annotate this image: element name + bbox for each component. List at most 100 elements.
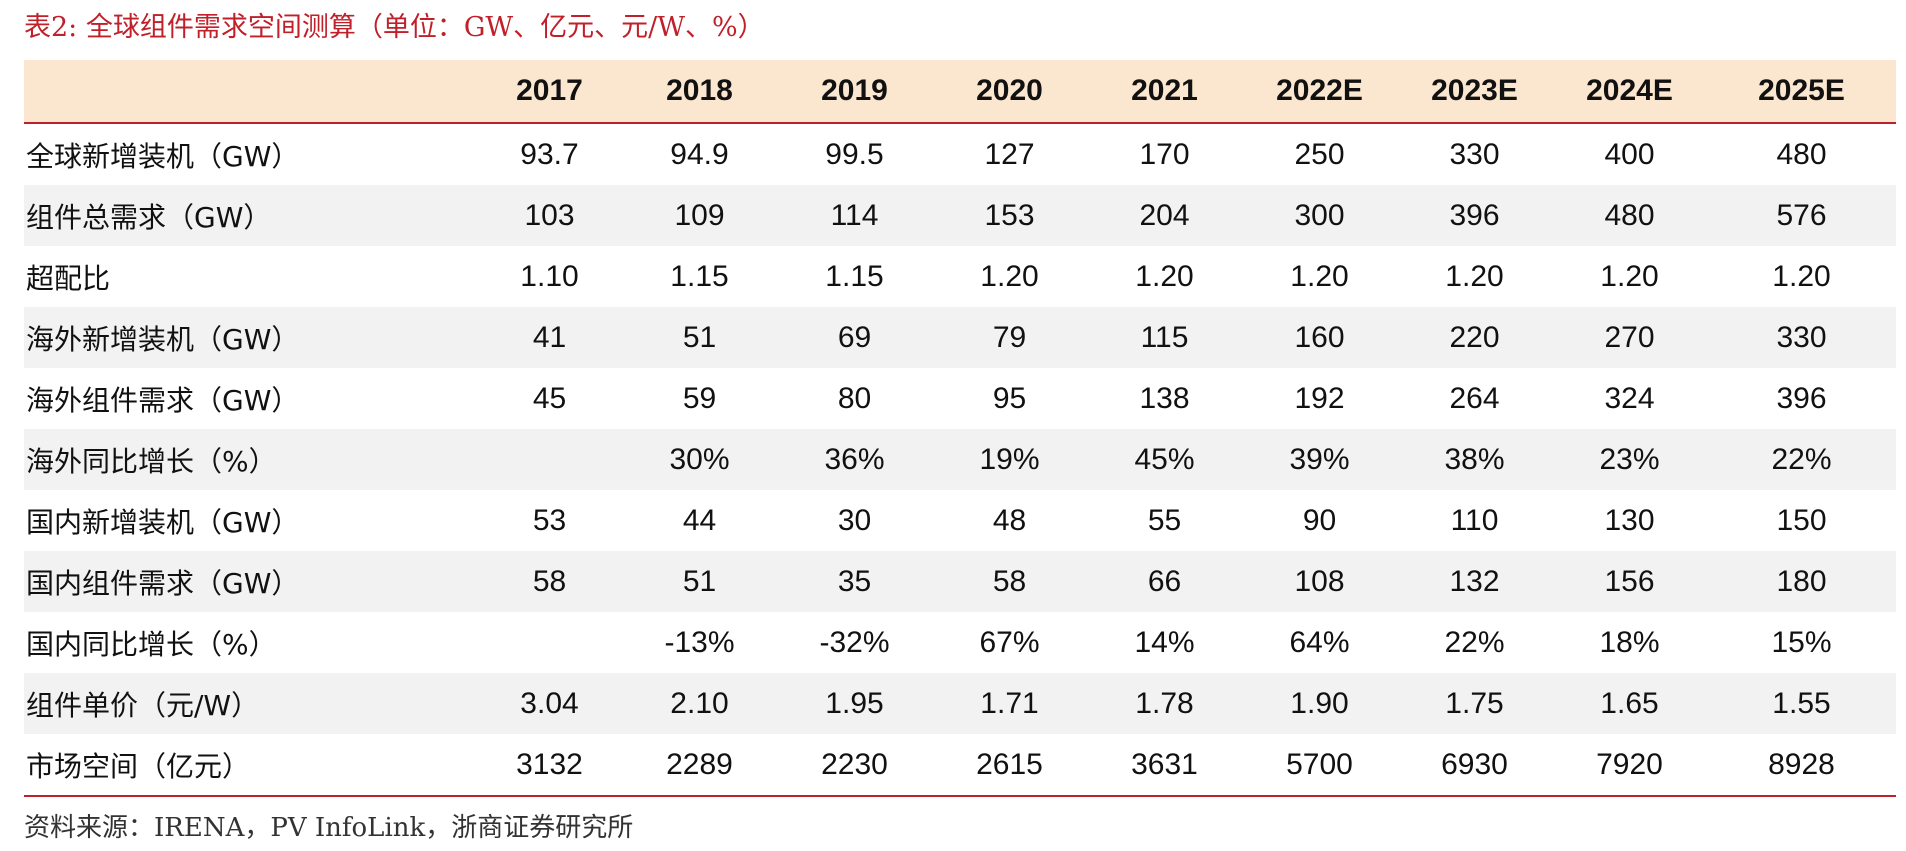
- table-cell: 45: [532, 381, 567, 415]
- table-cell: 79: [932, 307, 1087, 368]
- row-label: 组件总需求（GW）: [24, 185, 477, 246]
- table-cell: 103: [477, 185, 622, 246]
- row-label: 海外组件需求（GW）: [26, 383, 300, 417]
- table-row: 组件总需求（GW） 103 109 114 153 204 300 396 480 576: [24, 185, 1896, 246]
- row-label: 超配比: [26, 261, 111, 295]
- table-cell: 132: [1397, 551, 1552, 612]
- table-cell: 1.65: [1552, 673, 1707, 734]
- table-cell: 150: [1776, 503, 1827, 537]
- table-cell: 330: [1449, 137, 1500, 171]
- table-cell: 67%: [979, 625, 1040, 659]
- table-cell: 1.71: [932, 673, 1087, 734]
- table-cell: 53: [532, 503, 567, 537]
- table-body: 全球新增装机（GW） 93.7 94.9 99.5 127 170 250 330 400 480…: [24, 123, 1896, 797]
- table-cell: 1.90: [1242, 673, 1397, 734]
- row-label: 国内组件需求（GW）: [24, 551, 477, 612]
- table-cell: 99.5: [825, 137, 884, 171]
- table-row: 市场空间（亿元） 3132 2289 2230 2615 3631 5700 6930 7920…: [24, 734, 1896, 797]
- table-cell: 14%: [1134, 625, 1195, 659]
- table-cell: 109: [622, 185, 777, 246]
- table-row: 海外组件需求（GW） 45 59 80 95 138 192 264 324 396: [24, 368, 1896, 429]
- table-cell: 1.55: [1707, 673, 1896, 734]
- table-row: 国内组件需求（GW） 58 51 35 58 66 108 132 156 180: [24, 551, 1896, 612]
- table-cell: 7920: [1552, 734, 1707, 797]
- table-cell: 19%: [932, 429, 1087, 490]
- table-cell: 1.95: [777, 673, 932, 734]
- table-cell: 1.20: [1772, 259, 1831, 293]
- row-label: 全球新增装机（GW）: [26, 139, 300, 173]
- table-cell: 3631: [1087, 734, 1242, 797]
- table-cell: 30%: [622, 429, 777, 490]
- table-cell: 51: [622, 551, 777, 612]
- table-cell: 396: [1397, 185, 1552, 246]
- table-cell: 480: [1552, 185, 1707, 246]
- table-row: 组件单价（元/W） 3.04 2.10 1.95 1.71 1.78 1.90 1.75 1.6…: [24, 673, 1896, 734]
- table-cell: 192: [1294, 381, 1345, 415]
- table-cell: 576: [1707, 185, 1896, 246]
- table-cell: 18%: [1599, 625, 1660, 659]
- row-label: 国内新增装机（GW）: [26, 505, 300, 539]
- table-cell: 48: [992, 503, 1027, 537]
- table-cell: 138: [1139, 381, 1190, 415]
- table-cell: 2615: [932, 734, 1087, 797]
- table-cell: 64%: [1289, 625, 1350, 659]
- table-cell: 396: [1776, 381, 1827, 415]
- table-cell: 130: [1604, 503, 1655, 537]
- table-cell: 3132: [477, 734, 622, 797]
- table-cell: 156: [1552, 551, 1707, 612]
- table-cell: 204: [1087, 185, 1242, 246]
- table-cell: 480: [1776, 137, 1827, 171]
- table-cell: 59: [682, 381, 717, 415]
- table-cell: 94.9: [670, 137, 729, 171]
- header-cell: 2022E: [1242, 60, 1397, 124]
- table-cell: 66: [1087, 551, 1242, 612]
- table-cell: 1.20: [1135, 259, 1194, 293]
- header-cell: 2023E: [1397, 60, 1552, 124]
- table-cell: 127: [984, 137, 1035, 171]
- demand-table: 2017 2018 2019 2020 2021 2022E 2023E 202…: [24, 60, 1896, 797]
- table-cell: 55: [1147, 503, 1182, 537]
- table-cell: 110: [1450, 503, 1499, 537]
- table-cell: 6930: [1397, 734, 1552, 797]
- table-cell: 170: [1139, 137, 1190, 171]
- table-cell: 58: [477, 551, 622, 612]
- table-cell: 220: [1397, 307, 1552, 368]
- table-cell: 2230: [777, 734, 932, 797]
- table-cell: 1.78: [1087, 673, 1242, 734]
- table-cell: 264: [1449, 381, 1500, 415]
- table-cell: 80: [837, 381, 872, 415]
- table-cell: 93.7: [520, 137, 579, 171]
- table-cell: 22%: [1444, 625, 1505, 659]
- source-note: 资料来源：IRENA，PV InfoLink，浙商证券研究所: [24, 813, 634, 843]
- table-cell: 22%: [1707, 429, 1896, 490]
- table-cell: 90: [1302, 503, 1337, 537]
- header-cell: 2020: [932, 60, 1087, 124]
- table-cell: 44: [682, 503, 717, 537]
- header-cell: 2018: [622, 60, 777, 124]
- table-cell: 41: [477, 307, 622, 368]
- table-cell: 51: [622, 307, 777, 368]
- header-row: 2017 2018 2019 2020 2021 2022E 2023E 202…: [24, 60, 1896, 124]
- table-cell: 15%: [1771, 625, 1832, 659]
- table-cell: 30: [837, 503, 872, 537]
- table-row: 全球新增装机（GW） 93.7 94.9 99.5 127 170 250 330 400 480: [24, 123, 1896, 185]
- table-cell: [477, 612, 622, 673]
- table-cell: 1.75: [1397, 673, 1552, 734]
- table-cell: 8928: [1707, 734, 1896, 797]
- row-label: 市场空间（亿元）: [24, 734, 477, 797]
- table-cell: 2.10: [622, 673, 777, 734]
- table-cell: 38%: [1397, 429, 1552, 490]
- table-cell: -32%: [819, 625, 890, 659]
- header-cell: 2019: [777, 60, 932, 124]
- table-cell: -13%: [664, 625, 735, 659]
- table-cell: 108: [1242, 551, 1397, 612]
- row-label: 国内同比增长（%）: [26, 627, 277, 661]
- table-cell: 36%: [777, 429, 932, 490]
- table-cell: 95: [992, 381, 1027, 415]
- table-cell: 114: [777, 185, 932, 246]
- row-label: 组件单价（元/W）: [24, 673, 477, 734]
- header-cell: 2021: [1087, 60, 1242, 124]
- table-cell: 35: [777, 551, 932, 612]
- table-cell: 39%: [1242, 429, 1397, 490]
- table-cell: 1.20: [1445, 259, 1504, 293]
